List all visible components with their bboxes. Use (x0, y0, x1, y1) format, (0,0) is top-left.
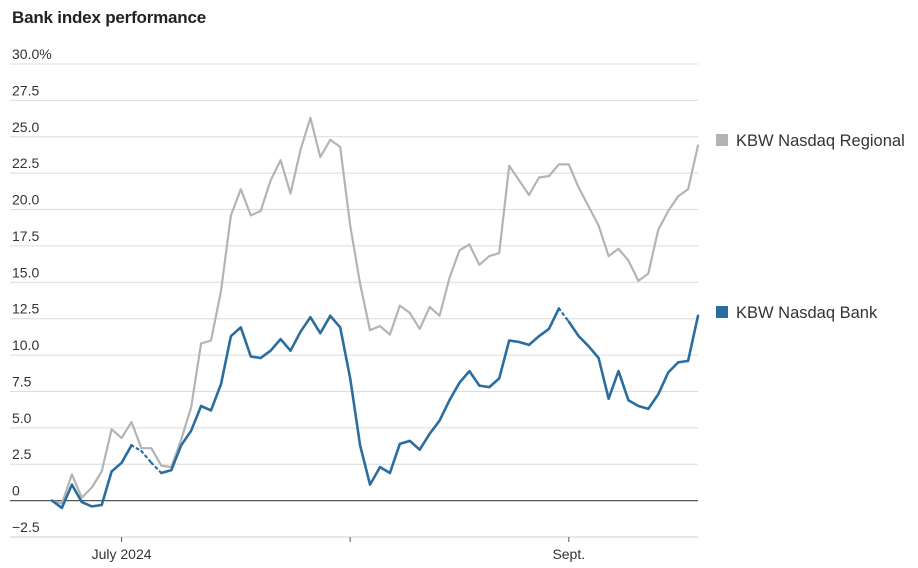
y-axis-ticks: 30.0% 27.5 25.0 22.5 20.0 17.5 15.0 12.5 10.0 7.5… (12, 46, 52, 535)
legend-label: KBW Nasdaq Bank (736, 304, 878, 322)
y-tick-label: 25.0 (12, 119, 39, 135)
y-tick-label: 17.5 (12, 228, 39, 244)
y-tick-label: 7.5 (12, 373, 32, 389)
y-tick-label: 12.5 (12, 301, 39, 317)
y-tick-label: 30.0% (12, 46, 52, 62)
x-tick-label: July 2024 (92, 546, 152, 562)
y-tick-label: −2.5 (12, 519, 40, 535)
y-tick-label: 20.0 (12, 192, 39, 208)
series-line-bank (50, 307, 700, 510)
legend-swatch (716, 306, 728, 318)
gridlines (10, 63, 698, 538)
series-lines (50, 116, 700, 510)
x-axis: July 2024 Sept. (10, 536, 698, 562)
y-tick-label: 0 (12, 483, 20, 499)
legend-label: KBW Nasdaq Regional (736, 132, 905, 150)
series-line-regional (50, 116, 700, 505)
x-tick-label: Sept. (552, 546, 585, 562)
chart-title: Bank index performance (12, 8, 206, 27)
legend-swatch (716, 134, 728, 146)
y-tick-label: 15.0 (12, 264, 39, 280)
series-gap-bank (130, 307, 570, 475)
y-tick-label: 10.0 (12, 337, 39, 353)
y-tick-label: 22.5 (12, 155, 39, 171)
y-tick-label: 2.5 (12, 446, 32, 462)
legend: KBW Nasdaq Regional KBW Nasdaq Bank (716, 132, 905, 322)
y-tick-label: 5.0 (12, 410, 32, 426)
y-tick-label: 27.5 (12, 82, 39, 98)
